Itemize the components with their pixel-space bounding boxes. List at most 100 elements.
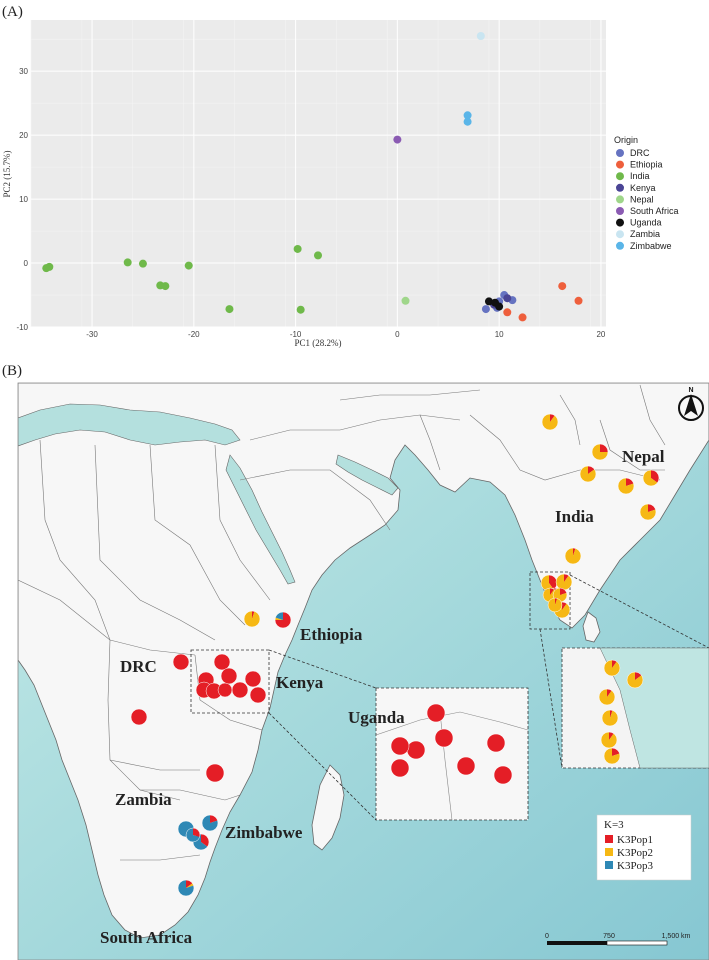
pie-slice [573, 548, 576, 556]
x-tick-label: 10 [495, 330, 504, 339]
pie-slice [600, 732, 617, 748]
label-zambia: Zambia [115, 790, 172, 809]
pie-slice [648, 504, 656, 512]
x-tick-label: 20 [596, 330, 605, 339]
legend-entry: South Africa [630, 206, 679, 216]
pie-kenya [217, 682, 233, 698]
scatter-point [574, 296, 583, 305]
scatter-point [225, 305, 234, 314]
pie-slice [173, 654, 189, 670]
pie-zimbabwe [177, 879, 195, 897]
pie-slice [560, 587, 567, 595]
pie-slice [210, 815, 218, 823]
pie-slice [603, 660, 620, 676]
legend-entry: Uganda [630, 218, 662, 228]
pie-drc [130, 708, 148, 726]
pie-slice [275, 612, 283, 620]
legend-entry: DRC [630, 148, 650, 158]
label-drc: DRC [120, 657, 157, 676]
pie-slice [407, 741, 425, 759]
pie-slice [555, 574, 572, 590]
label-kenya: Kenya [276, 673, 324, 692]
y-tick-label: 10 [19, 195, 28, 204]
pie-india-inset [243, 610, 261, 628]
north-arrow-icon: N [678, 387, 704, 421]
k-legend-swatch [605, 835, 613, 843]
k-legend-swatch [605, 861, 613, 869]
pie-drc [213, 653, 231, 671]
legend-entry: Ethiopia [630, 160, 663, 170]
pie-uganda-inset [493, 765, 513, 785]
pie-uganda-inset [406, 740, 426, 760]
pie-uganda-inset [390, 758, 410, 778]
pie-slice [206, 683, 222, 699]
scatter-point [401, 296, 410, 305]
k-legend-entry: K3Pop1 [617, 834, 653, 846]
pie-slice [457, 757, 475, 775]
pie-slice [487, 734, 505, 752]
x-tick-label: 0 [395, 330, 400, 339]
scatter-point [503, 308, 512, 317]
pie-markers [130, 413, 660, 897]
pie-slice [186, 883, 194, 888]
pie-uganda-inset [205, 763, 225, 783]
pie-slice [202, 815, 218, 831]
label-nepal: Nepal [622, 447, 665, 466]
pie-slice [275, 617, 283, 620]
y-tick-label: 20 [19, 131, 28, 140]
pie-india [564, 547, 582, 565]
label-south-africa: South Africa [100, 928, 193, 947]
label-india: India [555, 507, 594, 526]
scatter-point [495, 302, 504, 311]
pie-slice [548, 598, 563, 613]
scale-label-0: 0 [545, 933, 549, 940]
scatter-point [293, 244, 302, 253]
north-label: N [688, 387, 693, 394]
y-tick-label: 0 [24, 259, 29, 268]
scatter-point [45, 262, 54, 271]
legend-entry: Kenya [630, 183, 656, 193]
uganda-inset-source [190, 649, 270, 714]
pie-slice [494, 766, 512, 784]
label-uganda: Uganda [348, 708, 405, 727]
pie-india-inset [601, 709, 619, 727]
legend-swatch [616, 172, 624, 181]
pie-india [639, 503, 657, 521]
legend-entry: Zimbabwe [630, 241, 672, 251]
pie-slice [193, 828, 201, 838]
scatter-point [161, 282, 170, 291]
pie-india-inset [598, 688, 616, 706]
pie-slice [580, 466, 596, 482]
pie-slice [610, 710, 613, 718]
legend-swatch [616, 149, 624, 157]
pie-slice [607, 689, 612, 697]
pie-slice [555, 598, 558, 605]
region-labels: Nepal India Ethiopia DRC Kenya Uganda Za… [100, 447, 665, 947]
pie-india-inset [603, 747, 621, 765]
pie-india [547, 597, 563, 613]
scatter-point [484, 297, 493, 306]
x-axis-title: PC1 (28.2%) [295, 338, 342, 348]
pie-slice [540, 575, 554, 591]
pie-slice [612, 748, 620, 756]
x-tick-label: -10 [290, 330, 302, 339]
legend-entry: India [630, 171, 650, 181]
scatter-point [313, 251, 322, 260]
pie-slice [618, 478, 634, 494]
pie-slice [250, 687, 266, 703]
pie-slice [221, 668, 237, 684]
pie-slice [201, 834, 210, 847]
pie-slice [244, 611, 261, 627]
panel-a-label: (A) [2, 4, 23, 20]
pie-kenya [244, 670, 262, 688]
pie-uganda-inset [390, 736, 410, 756]
pie-slice [598, 689, 615, 705]
country-borders [18, 384, 666, 861]
pie-nepal [579, 465, 597, 483]
pie-slice [218, 683, 232, 697]
scatter-point [123, 258, 132, 267]
pie-india [555, 573, 573, 591]
legend-title: Origin [614, 135, 638, 145]
pie-slice [178, 880, 194, 896]
